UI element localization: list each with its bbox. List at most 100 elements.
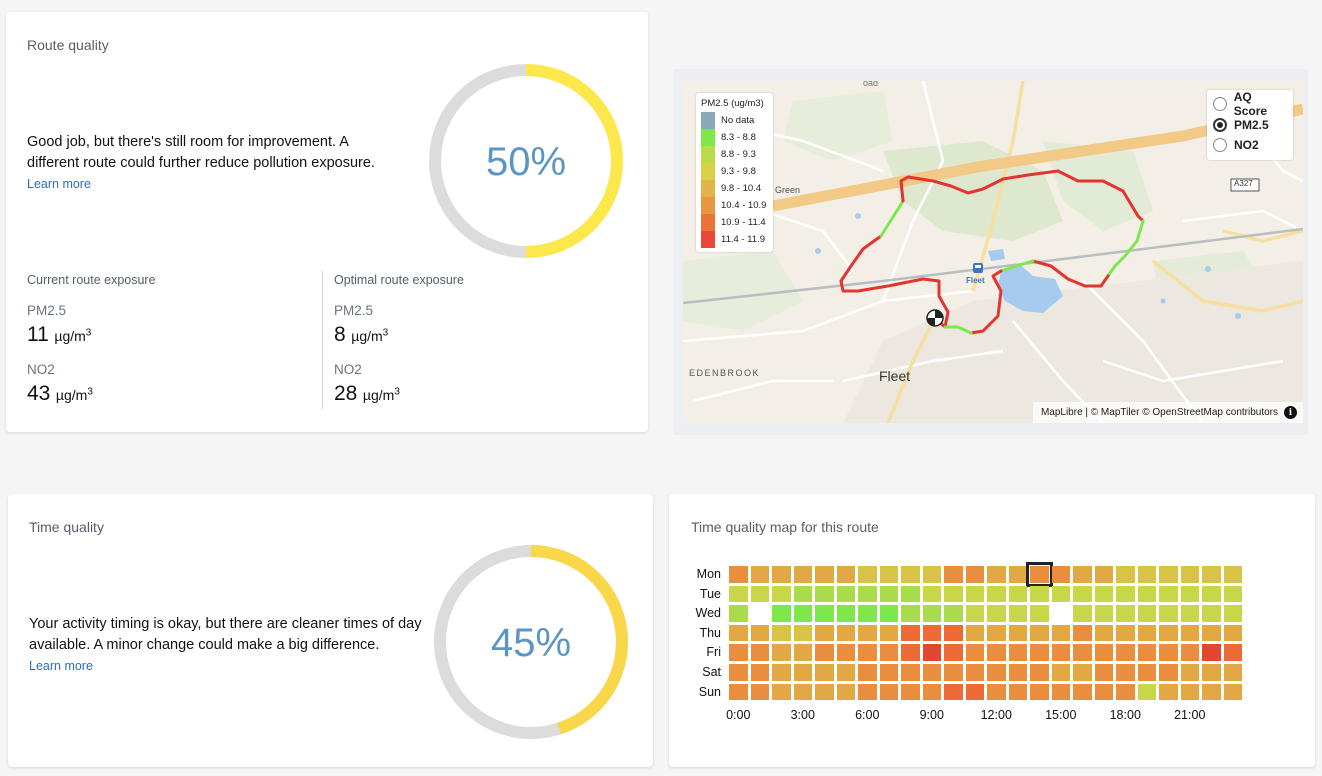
heatmap-cell[interactable]	[944, 566, 963, 583]
heatmap-cell[interactable]	[879, 644, 898, 661]
heatmap-cell[interactable]	[793, 585, 812, 603]
heatmap-cell[interactable]	[1094, 664, 1113, 681]
heatmap-cell[interactable]	[1159, 664, 1178, 681]
attribution-text[interactable]: MapLibre | © MapTiler © OpenStreetMap co…	[1040, 407, 1278, 418]
heatmap-cell[interactable]	[1116, 644, 1135, 661]
heatmap-cell[interactable]	[1051, 566, 1070, 583]
heatmap-cell[interactable]	[750, 624, 769, 642]
heatmap-cell[interactable]	[729, 624, 748, 642]
heatmap-cell[interactable]	[1116, 664, 1135, 681]
heatmap-cell[interactable]	[1137, 683, 1156, 701]
heatmap-cell[interactable]	[1073, 605, 1092, 622]
heatmap-cell[interactable]	[1159, 624, 1178, 642]
heatmap-cell[interactable]	[1094, 644, 1113, 661]
heatmap-cell[interactable]	[1159, 605, 1178, 622]
heatmap-cell[interactable]	[836, 624, 855, 642]
heatmap-cell[interactable]	[793, 683, 812, 701]
heatmap-cell[interactable]	[1202, 605, 1221, 622]
heatmap-cell[interactable]	[750, 683, 769, 701]
radio-button[interactable]	[1213, 138, 1227, 153]
heatmap-cell[interactable]	[1073, 664, 1092, 681]
heatmap-cell[interactable]	[1030, 585, 1049, 603]
heatmap-cell[interactable]	[815, 644, 834, 661]
heatmap-cell[interactable]	[922, 624, 941, 642]
heatmap-cell[interactable]	[901, 566, 920, 583]
heatmap-cell[interactable]	[879, 585, 898, 603]
heatmap-cell[interactable]	[729, 566, 748, 583]
heatmap-cell[interactable]	[1051, 624, 1070, 642]
heatmap-cell[interactable]	[772, 566, 791, 583]
heatmap-cell[interactable]	[1223, 624, 1242, 642]
heatmap-cell[interactable]	[965, 644, 984, 661]
heatmap-cell[interactable]	[1008, 644, 1027, 661]
heatmap-cell[interactable]	[836, 683, 855, 701]
heatmap-cell[interactable]	[793, 644, 812, 661]
heatmap-cell[interactable]	[772, 605, 791, 622]
heatmap-cell[interactable]	[858, 624, 877, 642]
heatmap-cell[interactable]	[1094, 624, 1113, 642]
heatmap-cell[interactable]	[1094, 585, 1113, 603]
heatmap-cell[interactable]	[944, 683, 963, 701]
heatmap-cell[interactable]	[1073, 585, 1092, 603]
heatmap-cell[interactable]	[815, 624, 834, 642]
heatmap-cell[interactable]	[1159, 683, 1178, 701]
heatmap-cell[interactable]	[1202, 683, 1221, 701]
heatmap-cell[interactable]	[901, 664, 920, 681]
heatmap-cell[interactable]	[1030, 624, 1049, 642]
heatmap-cell[interactable]	[1180, 644, 1199, 661]
info-icon[interactable]: i	[1284, 406, 1297, 419]
heatmap-cell[interactable]	[987, 664, 1006, 681]
heatmap-cell[interactable]	[1073, 683, 1092, 701]
heatmap-cell[interactable]	[944, 605, 963, 622]
heatmap-cell[interactable]	[750, 585, 769, 603]
layer-option[interactable]: PM2.5	[1213, 115, 1287, 136]
heatmap-cell[interactable]	[1202, 644, 1221, 661]
heatmap-cell[interactable]	[1073, 644, 1092, 661]
heatmap-cell[interactable]	[965, 683, 984, 701]
heatmap-cell[interactable]	[836, 664, 855, 681]
heatmap-cell[interactable]	[1116, 605, 1135, 622]
heatmap-cell[interactable]	[1159, 566, 1178, 583]
heatmap-cell[interactable]	[1116, 624, 1135, 642]
heatmap-cell[interactable]	[965, 664, 984, 681]
heatmap-cell[interactable]	[1137, 585, 1156, 603]
heatmap-cell[interactable]	[836, 644, 855, 661]
heatmap-cell[interactable]	[1030, 605, 1049, 622]
heatmap-cell[interactable]	[944, 644, 963, 661]
heatmap-cell[interactable]	[944, 624, 963, 642]
heatmap-cell[interactable]	[1202, 664, 1221, 681]
heatmap-cell[interactable]	[751, 605, 770, 622]
heatmap-cell[interactable]	[1180, 566, 1199, 583]
heatmap-cell[interactable]	[793, 624, 812, 642]
heatmap-cell[interactable]	[1223, 566, 1242, 583]
heatmap-cell[interactable]	[1137, 644, 1156, 661]
heatmap-cell[interactable]	[1052, 605, 1071, 622]
heatmap-cell[interactable]	[879, 664, 898, 681]
heatmap-cell[interactable]	[1159, 644, 1178, 661]
heatmap-cell[interactable]	[772, 585, 791, 603]
heatmap-cell[interactable]	[1202, 566, 1221, 583]
heatmap-cell[interactable]	[922, 683, 941, 701]
heatmap-cell[interactable]	[858, 644, 877, 661]
heatmap-cell[interactable]	[965, 605, 984, 622]
heatmap-cell[interactable]	[858, 605, 877, 622]
heatmap-cell[interactable]	[1180, 624, 1199, 642]
heatmap-cell[interactable]	[1223, 585, 1242, 603]
heatmap-cell[interactable]	[1223, 664, 1242, 681]
heatmap-cell[interactable]	[729, 664, 748, 681]
heatmap-cell[interactable]	[858, 664, 877, 681]
heatmap-cell[interactable]	[1008, 624, 1027, 642]
heatmap-cell[interactable]	[772, 664, 791, 681]
heatmap-cell[interactable]	[901, 644, 920, 661]
heatmap-cell[interactable]	[987, 566, 1006, 583]
heatmap-cell[interactable]	[1180, 683, 1199, 701]
heatmap-cell[interactable]	[772, 624, 791, 642]
heatmap-cell[interactable]	[1116, 585, 1135, 603]
heatmap-cell[interactable]	[1137, 664, 1156, 681]
heatmap-cell[interactable]	[1180, 585, 1199, 603]
heatmap-cell[interactable]	[987, 644, 1006, 661]
heatmap-cell[interactable]	[987, 605, 1006, 622]
heatmap-cell[interactable]	[965, 624, 984, 642]
heatmap-cell[interactable]	[901, 683, 920, 701]
heatmap-cell[interactable]	[836, 605, 855, 622]
